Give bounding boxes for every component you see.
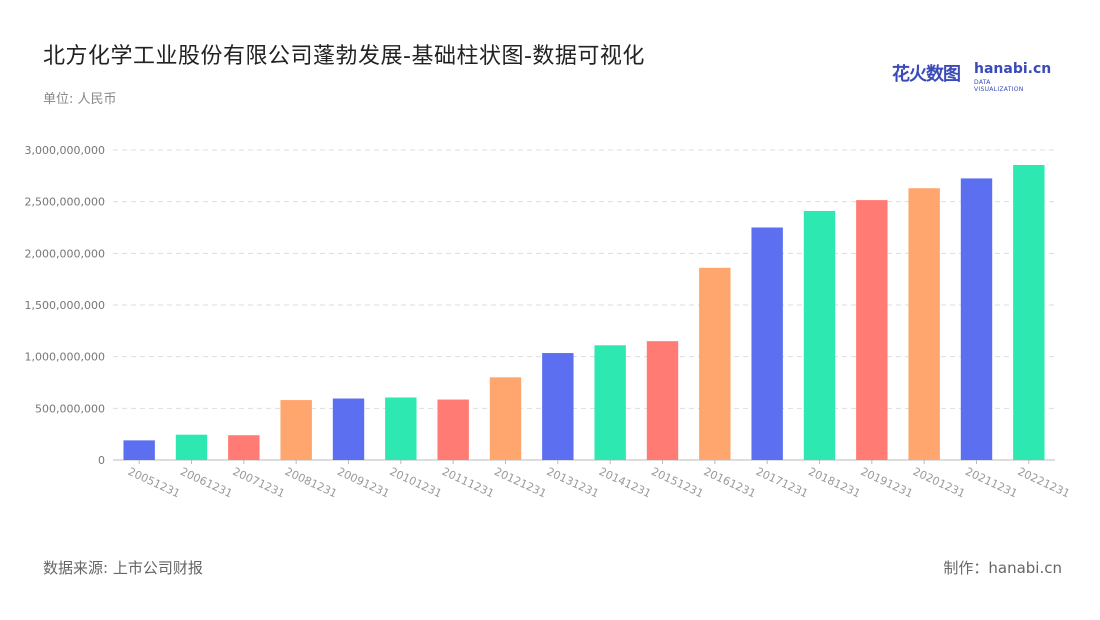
bar	[803, 210, 836, 460]
x-tick-label: 20061231	[178, 465, 234, 500]
brand-logo: 花火数图 hanabi.cn DATA VISUALIZATION	[892, 60, 1051, 93]
bar	[489, 377, 522, 460]
x-tick-label: 20211231	[963, 465, 1019, 500]
x-tick-label: 20071231	[231, 465, 287, 500]
x-tick-label: 20201231	[911, 465, 967, 500]
logo-cn-text: 花火数图	[892, 64, 961, 85]
logo-sub-text: DATA VISUALIZATION	[974, 79, 1024, 93]
x-tick-label: 20151231	[649, 465, 705, 500]
y-tick-label: 0	[98, 454, 105, 467]
x-tick-label: 20051231	[126, 465, 182, 500]
bar	[960, 178, 993, 460]
x-tick-label: 20181231	[806, 465, 862, 500]
x-tick-label: 20091231	[335, 465, 391, 500]
bar	[332, 398, 365, 460]
x-tick-label: 20171231	[754, 465, 810, 500]
y-tick-label: 1,500,000,000	[25, 299, 105, 312]
bar	[385, 397, 417, 460]
bar	[699, 267, 731, 460]
bar	[123, 440, 155, 460]
credit-text: 制作：hanabi.cn	[943, 559, 1062, 577]
bar	[646, 341, 679, 460]
y-tick-label: 2,000,000,000	[25, 247, 105, 260]
x-tick-label: 20111231	[440, 465, 496, 500]
y-tick-label: 3,000,000,000	[25, 144, 105, 157]
bar	[175, 434, 208, 460]
unit-label: 单位: 人民币	[43, 92, 117, 107]
chart-title: 北方化学工业股份有限公司蓬勃发展-基础柱状图-数据可视化	[43, 44, 645, 69]
y-tick-label: 1,000,000,000	[25, 351, 105, 364]
x-tick-label: 20101231	[388, 465, 444, 500]
bar	[594, 345, 626, 460]
bar	[751, 227, 783, 460]
y-tick-label: 2,500,000,000	[25, 196, 105, 209]
x-tick-label: 20161231	[702, 465, 758, 500]
x-tick-label: 20221231	[1016, 465, 1072, 500]
bar	[542, 353, 574, 460]
bar	[280, 400, 312, 460]
x-tick-label: 20191231	[859, 465, 915, 500]
x-tick-label: 20141231	[597, 465, 653, 500]
x-tick-label: 20131231	[545, 465, 601, 500]
x-tick-label: 20081231	[283, 465, 339, 500]
bar	[1013, 164, 1045, 460]
bar	[437, 399, 469, 460]
bar	[228, 435, 260, 460]
logo-en-text: hanabi.cn	[974, 61, 1052, 77]
bar	[908, 188, 940, 460]
x-tick-label: 20121231	[492, 465, 548, 500]
data-source: 数据来源: 上市公司财报	[43, 559, 203, 577]
bar	[856, 200, 888, 460]
y-tick-label: 500,000,000	[35, 402, 105, 415]
